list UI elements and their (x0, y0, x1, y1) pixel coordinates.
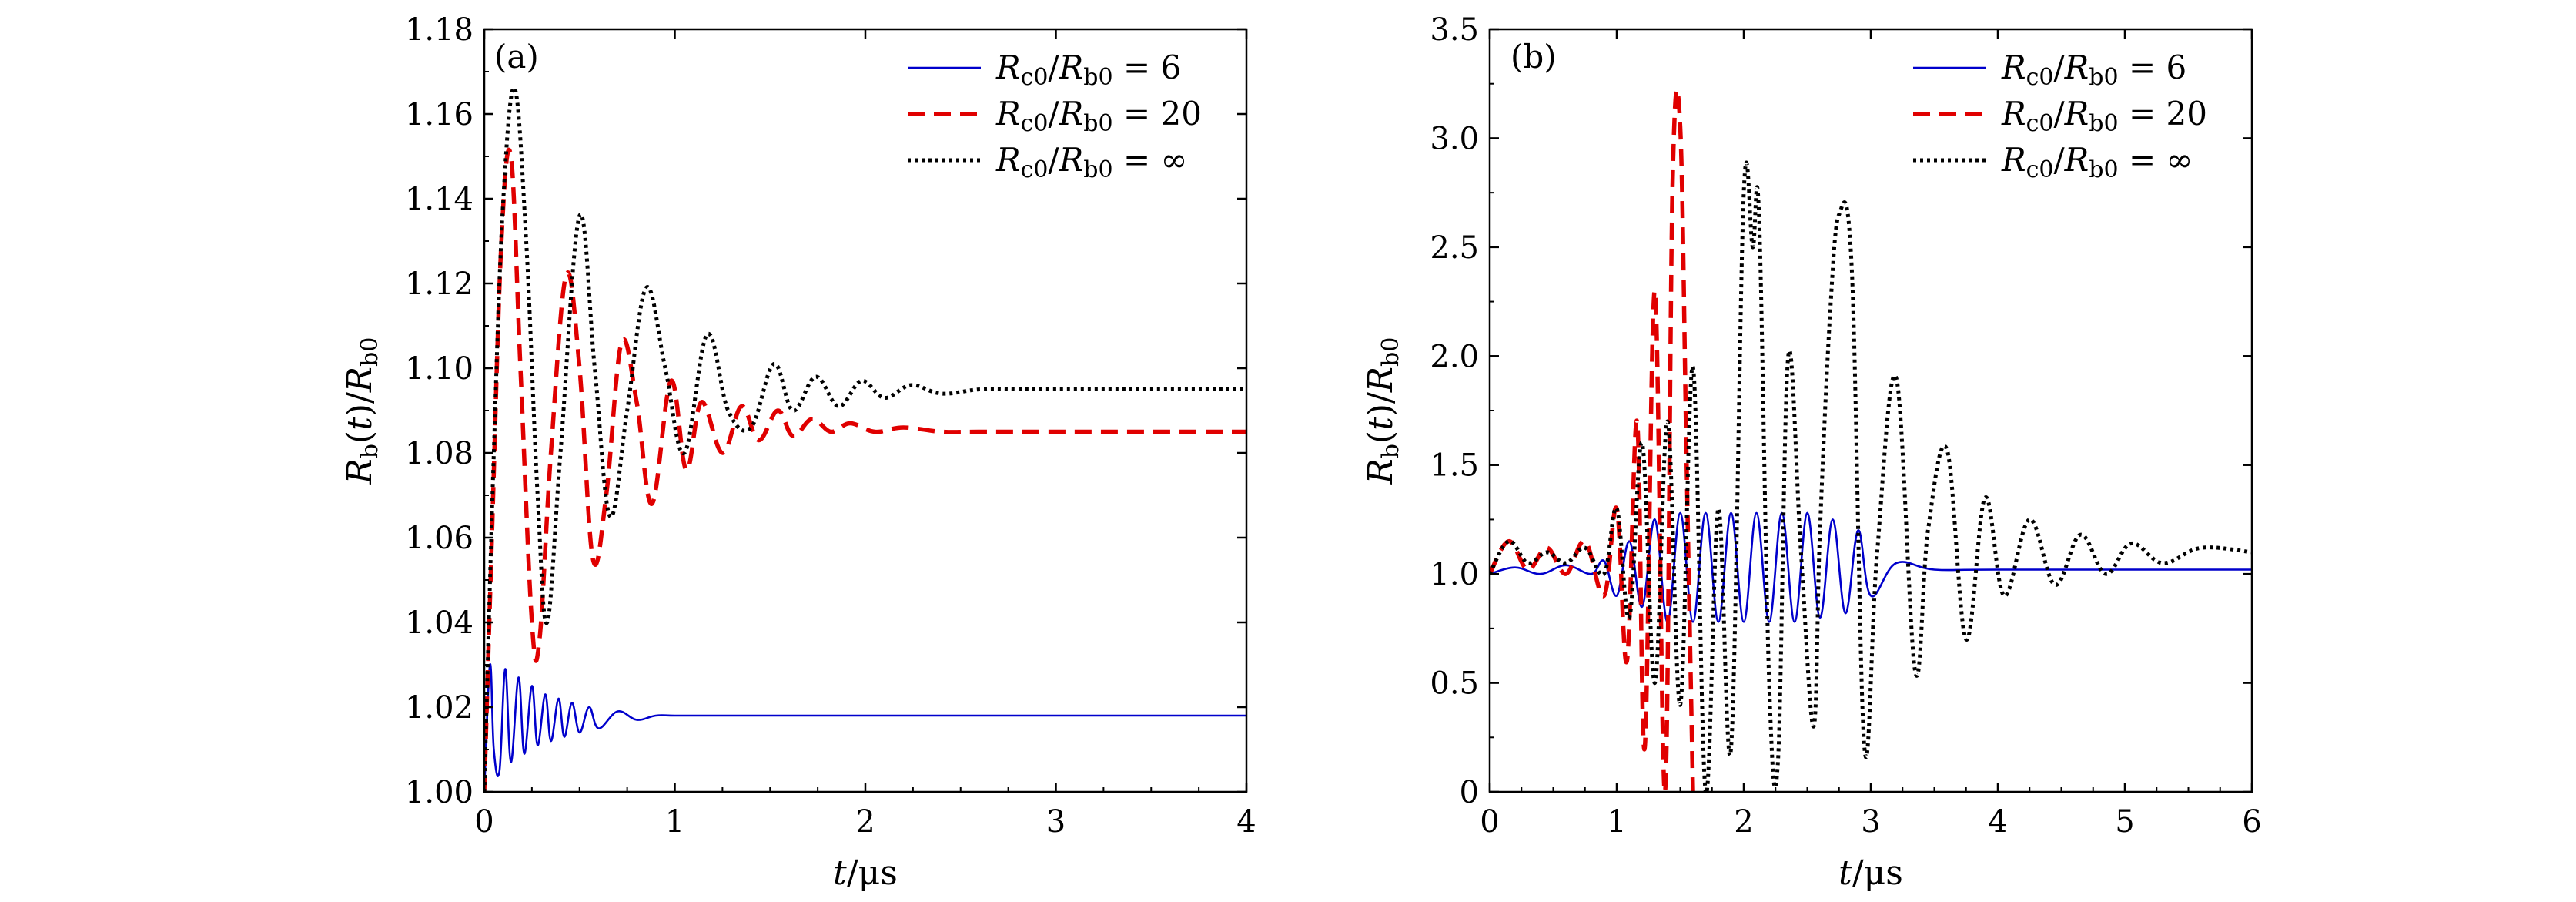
legend-label-b-0: Rc0/Rb0 = 6 (2001, 49, 2186, 91)
series-line-b-1 (1490, 87, 1695, 792)
x-tick-label-a: 1 (665, 804, 684, 840)
y-axis-label-a: Rb(t)/Rb0 (340, 337, 383, 485)
series-line-b-2 (1490, 160, 2252, 792)
x-tick-label-a: 3 (1046, 804, 1066, 840)
x-tick-label-b: 5 (2115, 804, 2134, 840)
x-tick-label-b: 3 (1861, 804, 1880, 840)
x-tick-label-b: 2 (1734, 804, 1753, 840)
x-axis-label-b: t/μs (1838, 853, 1903, 893)
x-tick-label-a: 4 (1236, 804, 1256, 840)
legend-label-b-1: Rc0/Rb0 = 20 (2001, 95, 2207, 137)
y-axis-label-b: Rb(t)/Rb0 (1361, 337, 1404, 485)
x-tick-label-b: 1 (1607, 804, 1626, 840)
svg-text:Rb(t)/Rb0: Rb(t)/Rb0 (340, 337, 383, 485)
legend-label-a-1: Rc0/Rb0 = 20 (995, 95, 1202, 137)
svg-text:Rb(t)/Rb0: Rb(t)/Rb0 (1361, 337, 1404, 485)
y-tick-label-a: 1.12 (405, 267, 473, 302)
y-tick-label-a: 1.04 (405, 605, 473, 641)
x-tick-label-a: 0 (474, 804, 493, 840)
panel-label-a: (a) (494, 38, 539, 75)
y-tick-label-b: 1.0 (1430, 557, 1479, 592)
x-tick-label-a: 2 (855, 804, 875, 840)
panel-b: 0 1 2 3 4 5 6 0 0.5 1.0 1.5 2.0 2.5 3.0 3.5 (b) t/μs R… (1361, 12, 2262, 893)
y-tick-label-a: 1.06 (405, 521, 473, 556)
legend-label-b-2: Rc0/Rb0 = ∞ (2001, 141, 2193, 183)
y-tick-label-a: 1.02 (405, 690, 473, 726)
y-tick-label-b: 2.5 (1430, 230, 1479, 266)
panel-label-b: (b) (1510, 38, 1557, 75)
y-tick-label-b: 1.5 (1430, 448, 1479, 484)
x-tick-label-b: 6 (2242, 804, 2261, 840)
series-line-a-1 (484, 147, 1246, 792)
y-tick-label-a: 1.18 (405, 12, 473, 48)
y-tick-label-a: 1.10 (405, 351, 473, 387)
x-tick-label-b: 0 (1480, 804, 1499, 840)
series-line-a-2 (484, 86, 1246, 792)
svg-text:t/μs: t/μs (1838, 853, 1903, 893)
series-line-b-0 (1490, 511, 2252, 623)
panel-a: 0 1 2 3 4 1.00 1.02 1.04 1.06 1.08 1.10 1.12 1.14 1.1… (340, 12, 1256, 893)
y-tick-label-b: 3.5 (1430, 12, 1479, 48)
x-axis-label-a: t/μs (833, 853, 898, 893)
y-tick-label-a: 1.14 (405, 182, 473, 217)
legend-label-a-2: Rc0/Rb0 = ∞ (995, 141, 1187, 183)
y-tick-label-a: 1.08 (405, 436, 473, 471)
y-tick-label-b: 0.5 (1430, 666, 1479, 702)
y-tick-label-b: 0 (1460, 775, 1479, 810)
svg-text:t/μs: t/μs (833, 853, 898, 893)
legend-label-a-0: Rc0/Rb0 = 6 (995, 49, 1181, 91)
y-tick-label-a: 1.00 (405, 775, 473, 810)
y-tick-label-a: 1.16 (405, 97, 473, 132)
y-tick-label-b: 3.0 (1430, 121, 1479, 156)
y-tick-label-b: 2.0 (1430, 339, 1479, 374)
x-tick-label-b: 4 (1988, 804, 2007, 840)
series-line-a-0 (484, 663, 1246, 792)
